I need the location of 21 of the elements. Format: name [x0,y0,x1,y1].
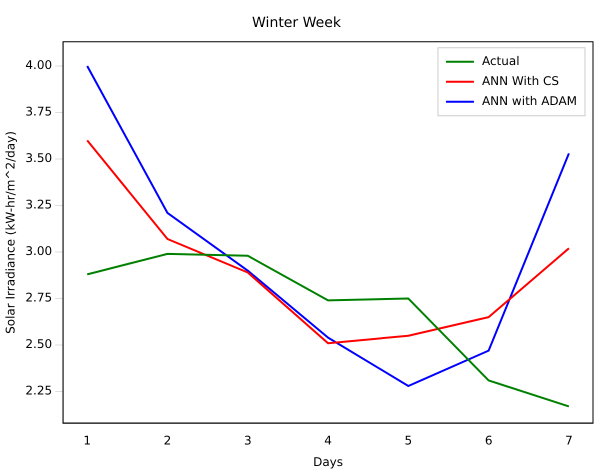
legend-label: Actual [482,54,520,68]
y-tick-label: 3.50 [25,151,52,166]
x-tick-label: 1 [83,434,92,448]
x-axis-title: Days [313,454,344,469]
legend-label: ANN with ADAM [482,94,578,108]
y-axis-title: Solar Irradiance (kW-hr/m^2/day) [3,131,18,334]
y-tick-label: 2.50 [25,337,52,352]
y-tick-label: 3.25 [25,198,52,212]
x-tick-label: 3 [244,434,252,448]
x-tick-label: 6 [484,434,492,448]
y-tick-label: 2.75 [25,290,52,305]
x-tick-label: 7 [565,434,573,448]
x-tick-label: 4 [324,434,332,448]
y-tick-label: 2.25 [25,384,52,398]
chart-title: Winter Week [252,15,342,32]
x-tick-label: 2 [164,434,172,448]
y-tick-label: 3.75 [25,104,52,119]
y-tick-label: 4.00 [25,58,52,72]
x-tick-label: 5 [404,434,412,448]
legend-label: ANN With CS [482,74,559,88]
y-tick-label: 3.00 [25,244,52,258]
